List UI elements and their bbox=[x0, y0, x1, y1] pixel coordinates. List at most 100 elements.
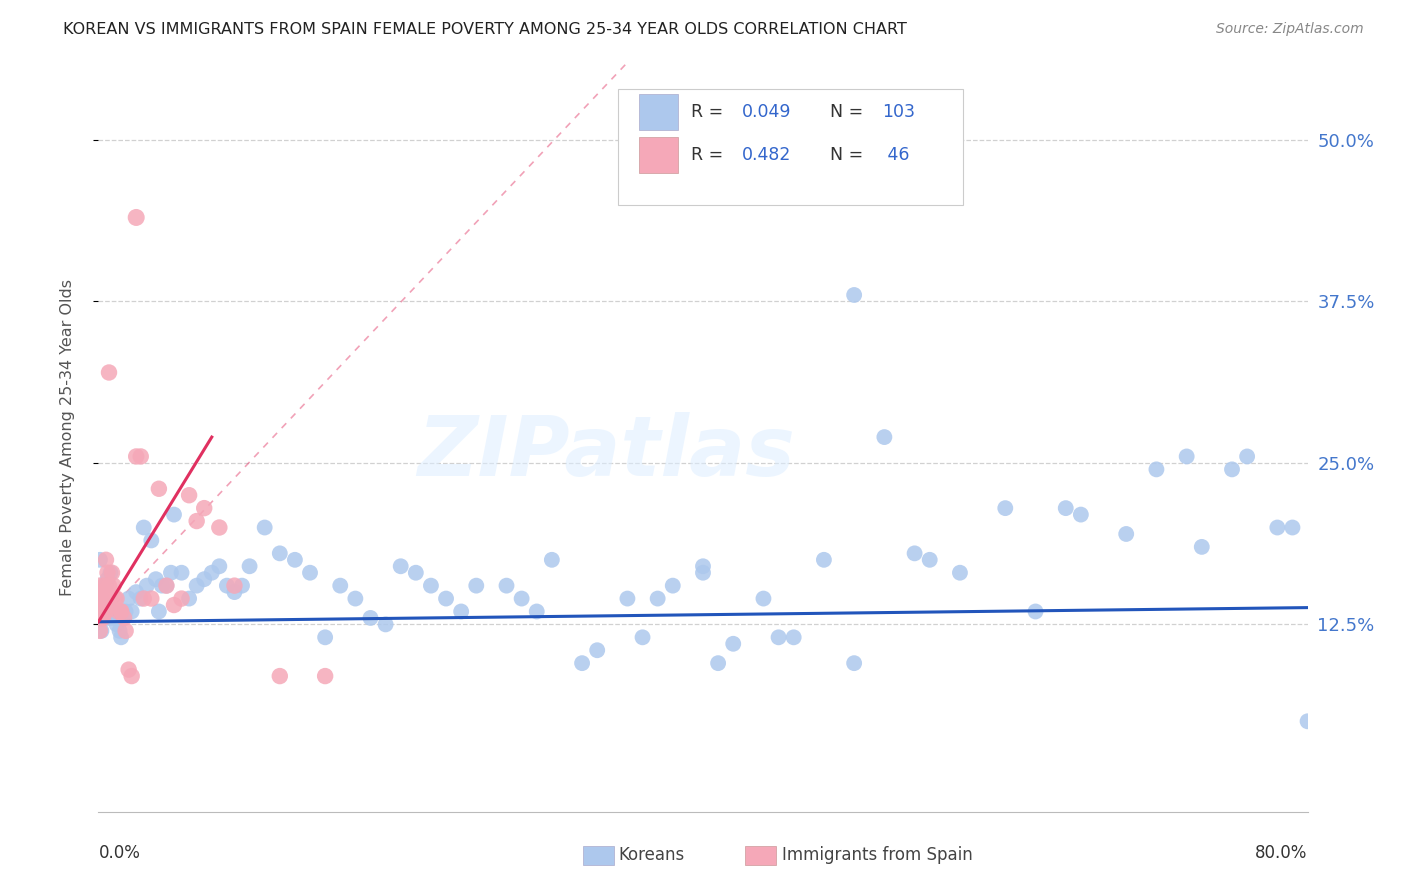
Point bbox=[813, 553, 835, 567]
Point bbox=[100, 591, 122, 606]
Point bbox=[253, 520, 276, 534]
Point bbox=[1220, 462, 1243, 476]
Point bbox=[110, 605, 132, 619]
Point bbox=[96, 572, 118, 586]
Point bbox=[1070, 508, 1092, 522]
Point bbox=[89, 579, 111, 593]
Point bbox=[121, 605, 143, 619]
Point bbox=[125, 585, 148, 599]
Text: ZIPatlas: ZIPatlas bbox=[418, 411, 796, 492]
Point bbox=[994, 501, 1017, 516]
Point bbox=[420, 579, 443, 593]
Point bbox=[1281, 520, 1303, 534]
Point bbox=[170, 566, 193, 580]
Point bbox=[193, 572, 215, 586]
Point bbox=[269, 669, 291, 683]
Point bbox=[1267, 520, 1289, 534]
Point bbox=[111, 611, 134, 625]
Point bbox=[495, 579, 517, 593]
Point bbox=[91, 591, 114, 606]
Point bbox=[91, 598, 114, 612]
Point bbox=[132, 520, 155, 534]
Point bbox=[118, 591, 141, 606]
Point bbox=[155, 579, 177, 593]
Point bbox=[90, 591, 112, 606]
Point bbox=[148, 605, 170, 619]
Point bbox=[224, 579, 246, 593]
Point bbox=[90, 611, 112, 625]
Text: N =: N = bbox=[830, 145, 869, 163]
Point bbox=[91, 611, 114, 625]
Point bbox=[616, 591, 638, 606]
Point bbox=[114, 605, 136, 619]
Point bbox=[873, 430, 896, 444]
Point bbox=[105, 591, 128, 606]
Point bbox=[768, 630, 790, 644]
Point bbox=[129, 450, 152, 464]
Point bbox=[145, 572, 167, 586]
Text: 0.482: 0.482 bbox=[742, 145, 792, 163]
Text: R =: R = bbox=[690, 103, 728, 121]
Point bbox=[101, 605, 124, 619]
Point bbox=[94, 579, 117, 593]
Point bbox=[208, 520, 231, 534]
Point bbox=[329, 579, 352, 593]
Point bbox=[148, 482, 170, 496]
Text: Source: ZipAtlas.com: Source: ZipAtlas.com bbox=[1216, 22, 1364, 37]
Point bbox=[1024, 605, 1046, 619]
Text: KOREAN VS IMMIGRANTS FROM SPAIN FEMALE POVERTY AMONG 25-34 YEAR OLDS CORRELATION: KOREAN VS IMMIGRANTS FROM SPAIN FEMALE P… bbox=[63, 22, 907, 37]
Point bbox=[93, 605, 115, 619]
Point bbox=[661, 579, 683, 593]
Bar bbox=[638, 136, 678, 172]
Point bbox=[269, 546, 291, 560]
Point bbox=[98, 611, 121, 625]
Point bbox=[141, 533, 163, 548]
Point bbox=[107, 605, 129, 619]
Point bbox=[1054, 501, 1077, 516]
Point bbox=[1236, 450, 1258, 464]
Point bbox=[510, 591, 533, 606]
Point bbox=[844, 656, 866, 670]
Point bbox=[93, 591, 115, 606]
Point bbox=[103, 611, 125, 625]
Point bbox=[94, 605, 117, 619]
Point bbox=[344, 591, 367, 606]
Text: R =: R = bbox=[690, 145, 728, 163]
Point bbox=[1296, 714, 1319, 729]
Point bbox=[93, 611, 115, 625]
Point bbox=[110, 605, 132, 619]
Point bbox=[125, 211, 148, 225]
Point bbox=[94, 553, 117, 567]
Point bbox=[783, 630, 806, 644]
Point bbox=[103, 579, 125, 593]
Point bbox=[121, 669, 143, 683]
Point bbox=[434, 591, 457, 606]
Point bbox=[586, 643, 609, 657]
Point bbox=[104, 591, 127, 606]
Point bbox=[141, 591, 163, 606]
Text: 80.0%: 80.0% bbox=[1256, 844, 1308, 862]
Point bbox=[125, 450, 148, 464]
Point bbox=[526, 605, 548, 619]
Point bbox=[112, 611, 135, 625]
Point bbox=[93, 579, 115, 593]
Point bbox=[129, 591, 152, 606]
Point bbox=[707, 656, 730, 670]
Point bbox=[135, 579, 157, 593]
Point bbox=[89, 553, 111, 567]
Text: 103: 103 bbox=[882, 103, 915, 121]
Point bbox=[450, 605, 472, 619]
Point bbox=[118, 663, 141, 677]
Point bbox=[90, 605, 112, 619]
Point bbox=[193, 501, 215, 516]
Point bbox=[571, 656, 593, 670]
Point bbox=[89, 624, 111, 638]
Point bbox=[179, 591, 201, 606]
Point bbox=[465, 579, 488, 593]
Point bbox=[631, 630, 654, 644]
Point bbox=[170, 591, 193, 606]
Text: Koreans: Koreans bbox=[619, 846, 685, 863]
Point bbox=[215, 579, 238, 593]
Point bbox=[110, 630, 132, 644]
Point bbox=[90, 585, 112, 599]
